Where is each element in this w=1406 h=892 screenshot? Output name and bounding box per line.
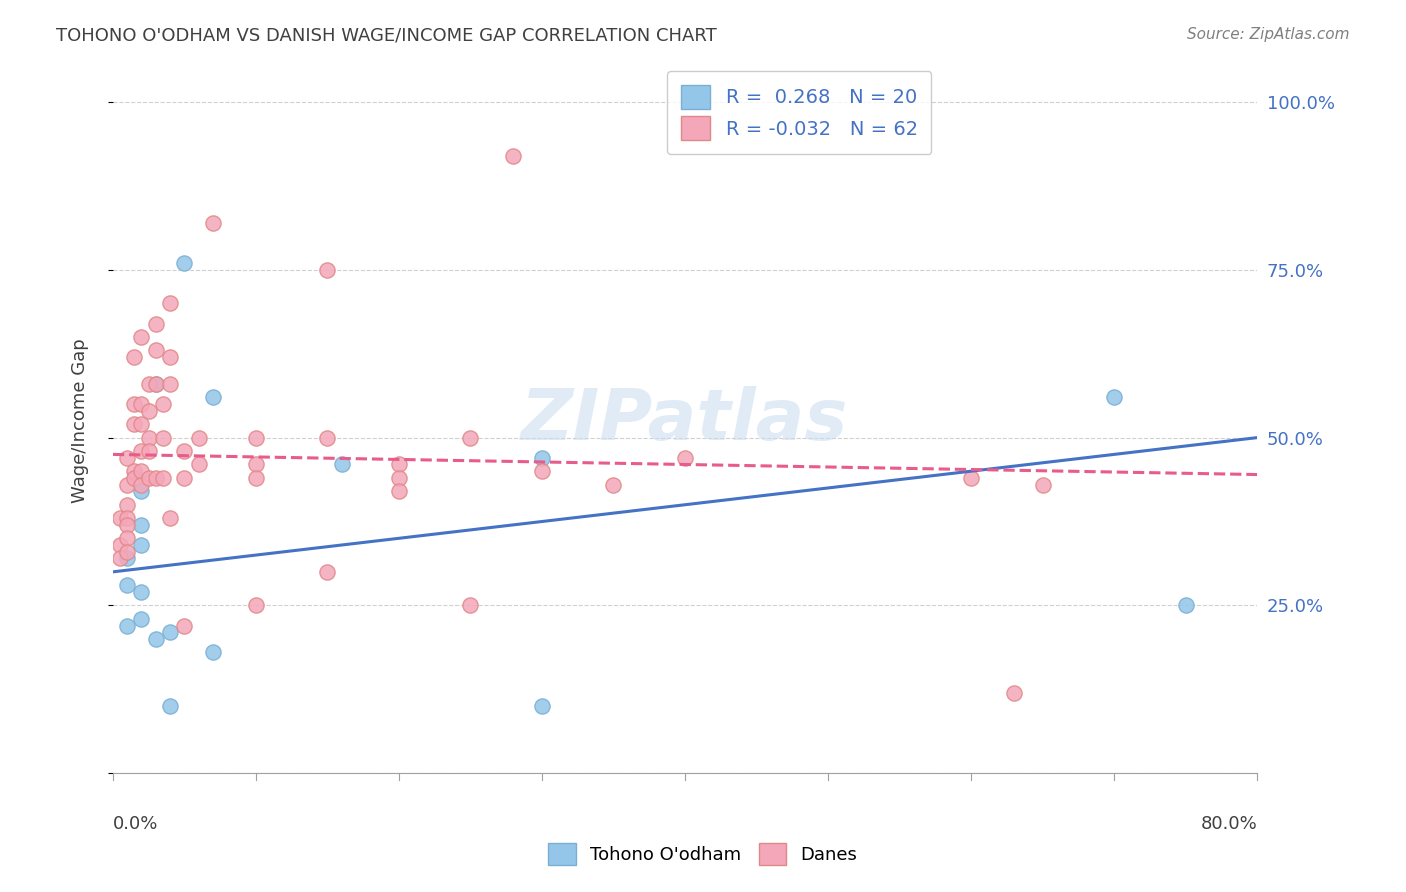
Point <box>145 471 167 485</box>
Point <box>173 256 195 270</box>
Point <box>131 330 153 344</box>
Point <box>502 149 524 163</box>
Point <box>201 645 224 659</box>
Point <box>530 450 553 465</box>
Point <box>115 545 138 559</box>
Point <box>131 612 153 626</box>
Point <box>131 585 153 599</box>
Point <box>131 484 153 499</box>
Point <box>145 317 167 331</box>
Point <box>115 517 138 532</box>
Point <box>115 477 138 491</box>
Point <box>159 376 181 391</box>
Point <box>330 458 353 472</box>
Point <box>115 450 138 465</box>
Y-axis label: Wage/Income Gap: Wage/Income Gap <box>72 338 89 503</box>
Point <box>388 458 411 472</box>
Point <box>460 431 482 445</box>
Point <box>145 376 167 391</box>
Point <box>145 376 167 391</box>
Point <box>1031 477 1053 491</box>
Point <box>145 343 167 358</box>
Point <box>138 376 160 391</box>
Point <box>124 397 146 411</box>
Point <box>131 444 153 458</box>
Legend: Tohono O'odham, Danes: Tohono O'odham, Danes <box>540 834 866 874</box>
Point <box>173 618 195 632</box>
Point <box>388 471 411 485</box>
Point <box>131 464 153 478</box>
Point <box>245 471 267 485</box>
Point <box>602 477 624 491</box>
Point <box>159 625 181 640</box>
Point <box>173 444 195 458</box>
Point <box>187 431 209 445</box>
Point <box>138 444 160 458</box>
Point <box>124 471 146 485</box>
Point <box>152 431 174 445</box>
Point <box>960 471 983 485</box>
Point <box>145 632 167 646</box>
Legend: R =  0.268   N = 20, R = -0.032   N = 62: R = 0.268 N = 20, R = -0.032 N = 62 <box>668 71 931 153</box>
Point <box>159 699 181 714</box>
Point <box>388 484 411 499</box>
Point <box>108 551 131 566</box>
Point <box>115 511 138 525</box>
Text: TOHONO O'ODHAM VS DANISH WAGE/INCOME GAP CORRELATION CHART: TOHONO O'ODHAM VS DANISH WAGE/INCOME GAP… <box>56 27 717 45</box>
Point <box>115 578 138 592</box>
Point <box>460 599 482 613</box>
Point <box>138 404 160 418</box>
Point <box>187 458 209 472</box>
Point <box>124 350 146 364</box>
Point <box>245 458 267 472</box>
Point <box>673 450 696 465</box>
Point <box>115 618 138 632</box>
Point <box>316 565 339 579</box>
Point <box>159 350 181 364</box>
Point <box>138 471 160 485</box>
Text: Source: ZipAtlas.com: Source: ZipAtlas.com <box>1187 27 1350 42</box>
Point <box>131 417 153 432</box>
Point <box>108 538 131 552</box>
Point <box>159 511 181 525</box>
Point <box>201 216 224 230</box>
Point <box>1102 390 1125 404</box>
Point <box>152 397 174 411</box>
Point <box>131 397 153 411</box>
Point <box>530 464 553 478</box>
Point <box>1174 599 1197 613</box>
Point <box>245 599 267 613</box>
Point <box>124 417 146 432</box>
Point <box>530 699 553 714</box>
Text: 80.0%: 80.0% <box>1201 815 1257 833</box>
Text: ZIPatlas: ZIPatlas <box>522 386 849 455</box>
Point <box>173 471 195 485</box>
Point <box>124 464 146 478</box>
Point <box>131 517 153 532</box>
Point <box>131 477 153 491</box>
Point <box>159 296 181 310</box>
Point <box>316 431 339 445</box>
Point <box>108 511 131 525</box>
Point <box>201 390 224 404</box>
Point <box>138 431 160 445</box>
Point <box>115 531 138 545</box>
Point <box>152 471 174 485</box>
Point <box>131 538 153 552</box>
Point <box>1002 686 1025 700</box>
Point <box>245 431 267 445</box>
Point <box>115 551 138 566</box>
Point <box>115 498 138 512</box>
Text: 0.0%: 0.0% <box>112 815 159 833</box>
Point <box>316 263 339 277</box>
